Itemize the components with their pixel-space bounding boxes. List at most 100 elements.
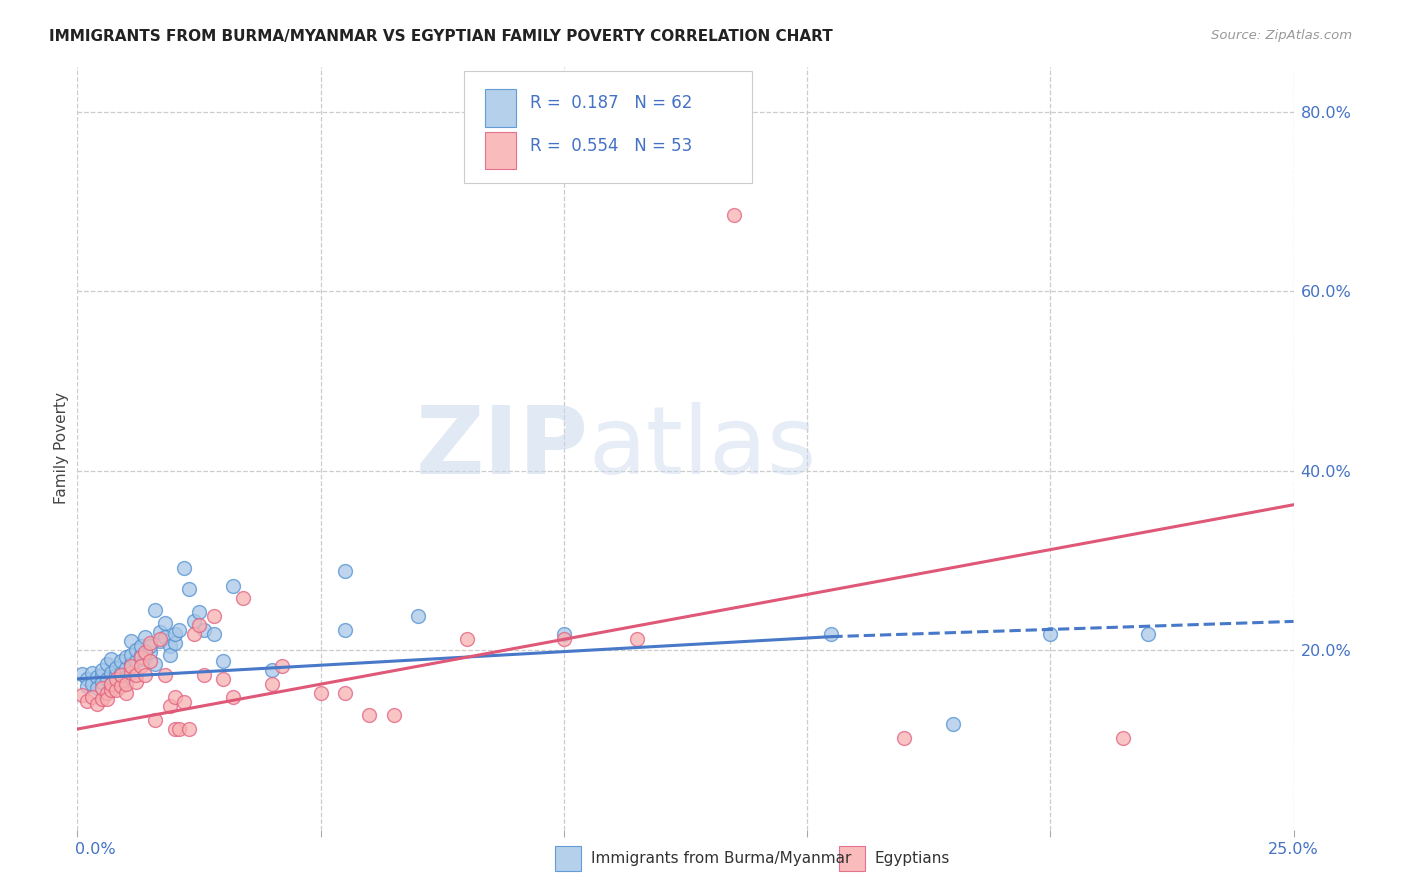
Point xyxy=(100,652,122,666)
Point xyxy=(1136,627,1159,641)
Point xyxy=(942,716,965,731)
Point xyxy=(96,686,118,700)
Point xyxy=(90,674,112,689)
Point xyxy=(456,632,478,647)
Text: 25.0%: 25.0% xyxy=(1268,842,1319,856)
Point xyxy=(406,609,429,624)
Point xyxy=(125,654,148,668)
Point xyxy=(129,639,152,653)
Text: Source: ZipAtlas.com: Source: ZipAtlas.com xyxy=(1212,29,1353,42)
Text: R =  0.554   N = 53: R = 0.554 N = 53 xyxy=(530,137,692,155)
Point xyxy=(183,615,205,629)
Point xyxy=(125,668,148,682)
Point xyxy=(260,677,283,691)
Point xyxy=(139,654,162,668)
Point xyxy=(359,707,381,722)
Point xyxy=(80,665,103,680)
Point xyxy=(96,672,118,686)
Point xyxy=(115,650,138,665)
Point xyxy=(129,648,152,662)
Point xyxy=(100,677,122,691)
Point xyxy=(129,650,152,665)
Point xyxy=(115,677,138,691)
Point xyxy=(139,636,162,650)
Point xyxy=(169,722,191,736)
Point xyxy=(120,665,142,680)
Point xyxy=(626,632,648,647)
Point xyxy=(143,713,166,727)
Point xyxy=(110,668,132,682)
Point xyxy=(86,681,108,695)
Point xyxy=(153,630,176,644)
Point xyxy=(893,731,915,745)
Point xyxy=(110,674,132,689)
Point xyxy=(120,657,142,671)
Point xyxy=(96,692,118,706)
Point xyxy=(169,624,191,638)
Point xyxy=(90,663,112,677)
Point xyxy=(163,690,186,704)
Point xyxy=(100,683,122,698)
Point xyxy=(212,654,235,668)
Point xyxy=(143,603,166,617)
Point xyxy=(149,632,172,647)
Point xyxy=(193,668,215,682)
Point xyxy=(149,634,172,648)
Point xyxy=(333,686,356,700)
Point xyxy=(202,609,225,624)
Point xyxy=(134,652,156,666)
Point xyxy=(110,654,132,668)
Point xyxy=(105,672,128,686)
Point xyxy=(159,639,181,653)
Point xyxy=(86,697,108,711)
Point xyxy=(70,688,93,702)
Point xyxy=(120,648,142,662)
Point xyxy=(193,624,215,638)
Point xyxy=(163,722,186,736)
Point xyxy=(333,624,356,638)
Point xyxy=(212,672,235,686)
Point xyxy=(129,659,152,673)
Point xyxy=(110,665,132,680)
Point xyxy=(270,659,292,673)
Point xyxy=(115,686,138,700)
Point xyxy=(100,677,122,691)
Point xyxy=(222,690,245,704)
Point xyxy=(188,618,211,632)
Text: atlas: atlas xyxy=(588,402,817,494)
Point xyxy=(105,668,128,682)
Point xyxy=(139,639,162,653)
Point xyxy=(149,625,172,640)
Point xyxy=(179,722,201,736)
Point xyxy=(143,657,166,671)
Point xyxy=(723,208,745,222)
Point xyxy=(105,683,128,698)
Point xyxy=(188,606,211,620)
Point xyxy=(173,560,195,574)
Point xyxy=(80,690,103,704)
Text: Egyptians: Egyptians xyxy=(875,851,950,865)
Point xyxy=(125,643,148,657)
Point xyxy=(179,582,201,596)
Point xyxy=(159,698,181,713)
Point xyxy=(120,659,142,673)
Text: 0.0%: 0.0% xyxy=(76,842,115,856)
Text: Immigrants from Burma/Myanmar: Immigrants from Burma/Myanmar xyxy=(591,851,851,865)
Point xyxy=(382,707,405,722)
Point xyxy=(134,668,156,682)
Point xyxy=(553,632,575,647)
Point xyxy=(183,627,205,641)
Point xyxy=(159,648,181,662)
Point xyxy=(90,681,112,695)
Point xyxy=(110,679,132,693)
Point xyxy=(1039,627,1062,641)
Point xyxy=(163,627,186,641)
Point xyxy=(76,679,98,693)
Point xyxy=(232,591,254,605)
Point xyxy=(222,578,245,592)
Point xyxy=(1112,731,1135,745)
Point xyxy=(100,665,122,680)
Text: ZIP: ZIP xyxy=(415,402,588,494)
Point xyxy=(309,686,332,700)
Point xyxy=(80,677,103,691)
